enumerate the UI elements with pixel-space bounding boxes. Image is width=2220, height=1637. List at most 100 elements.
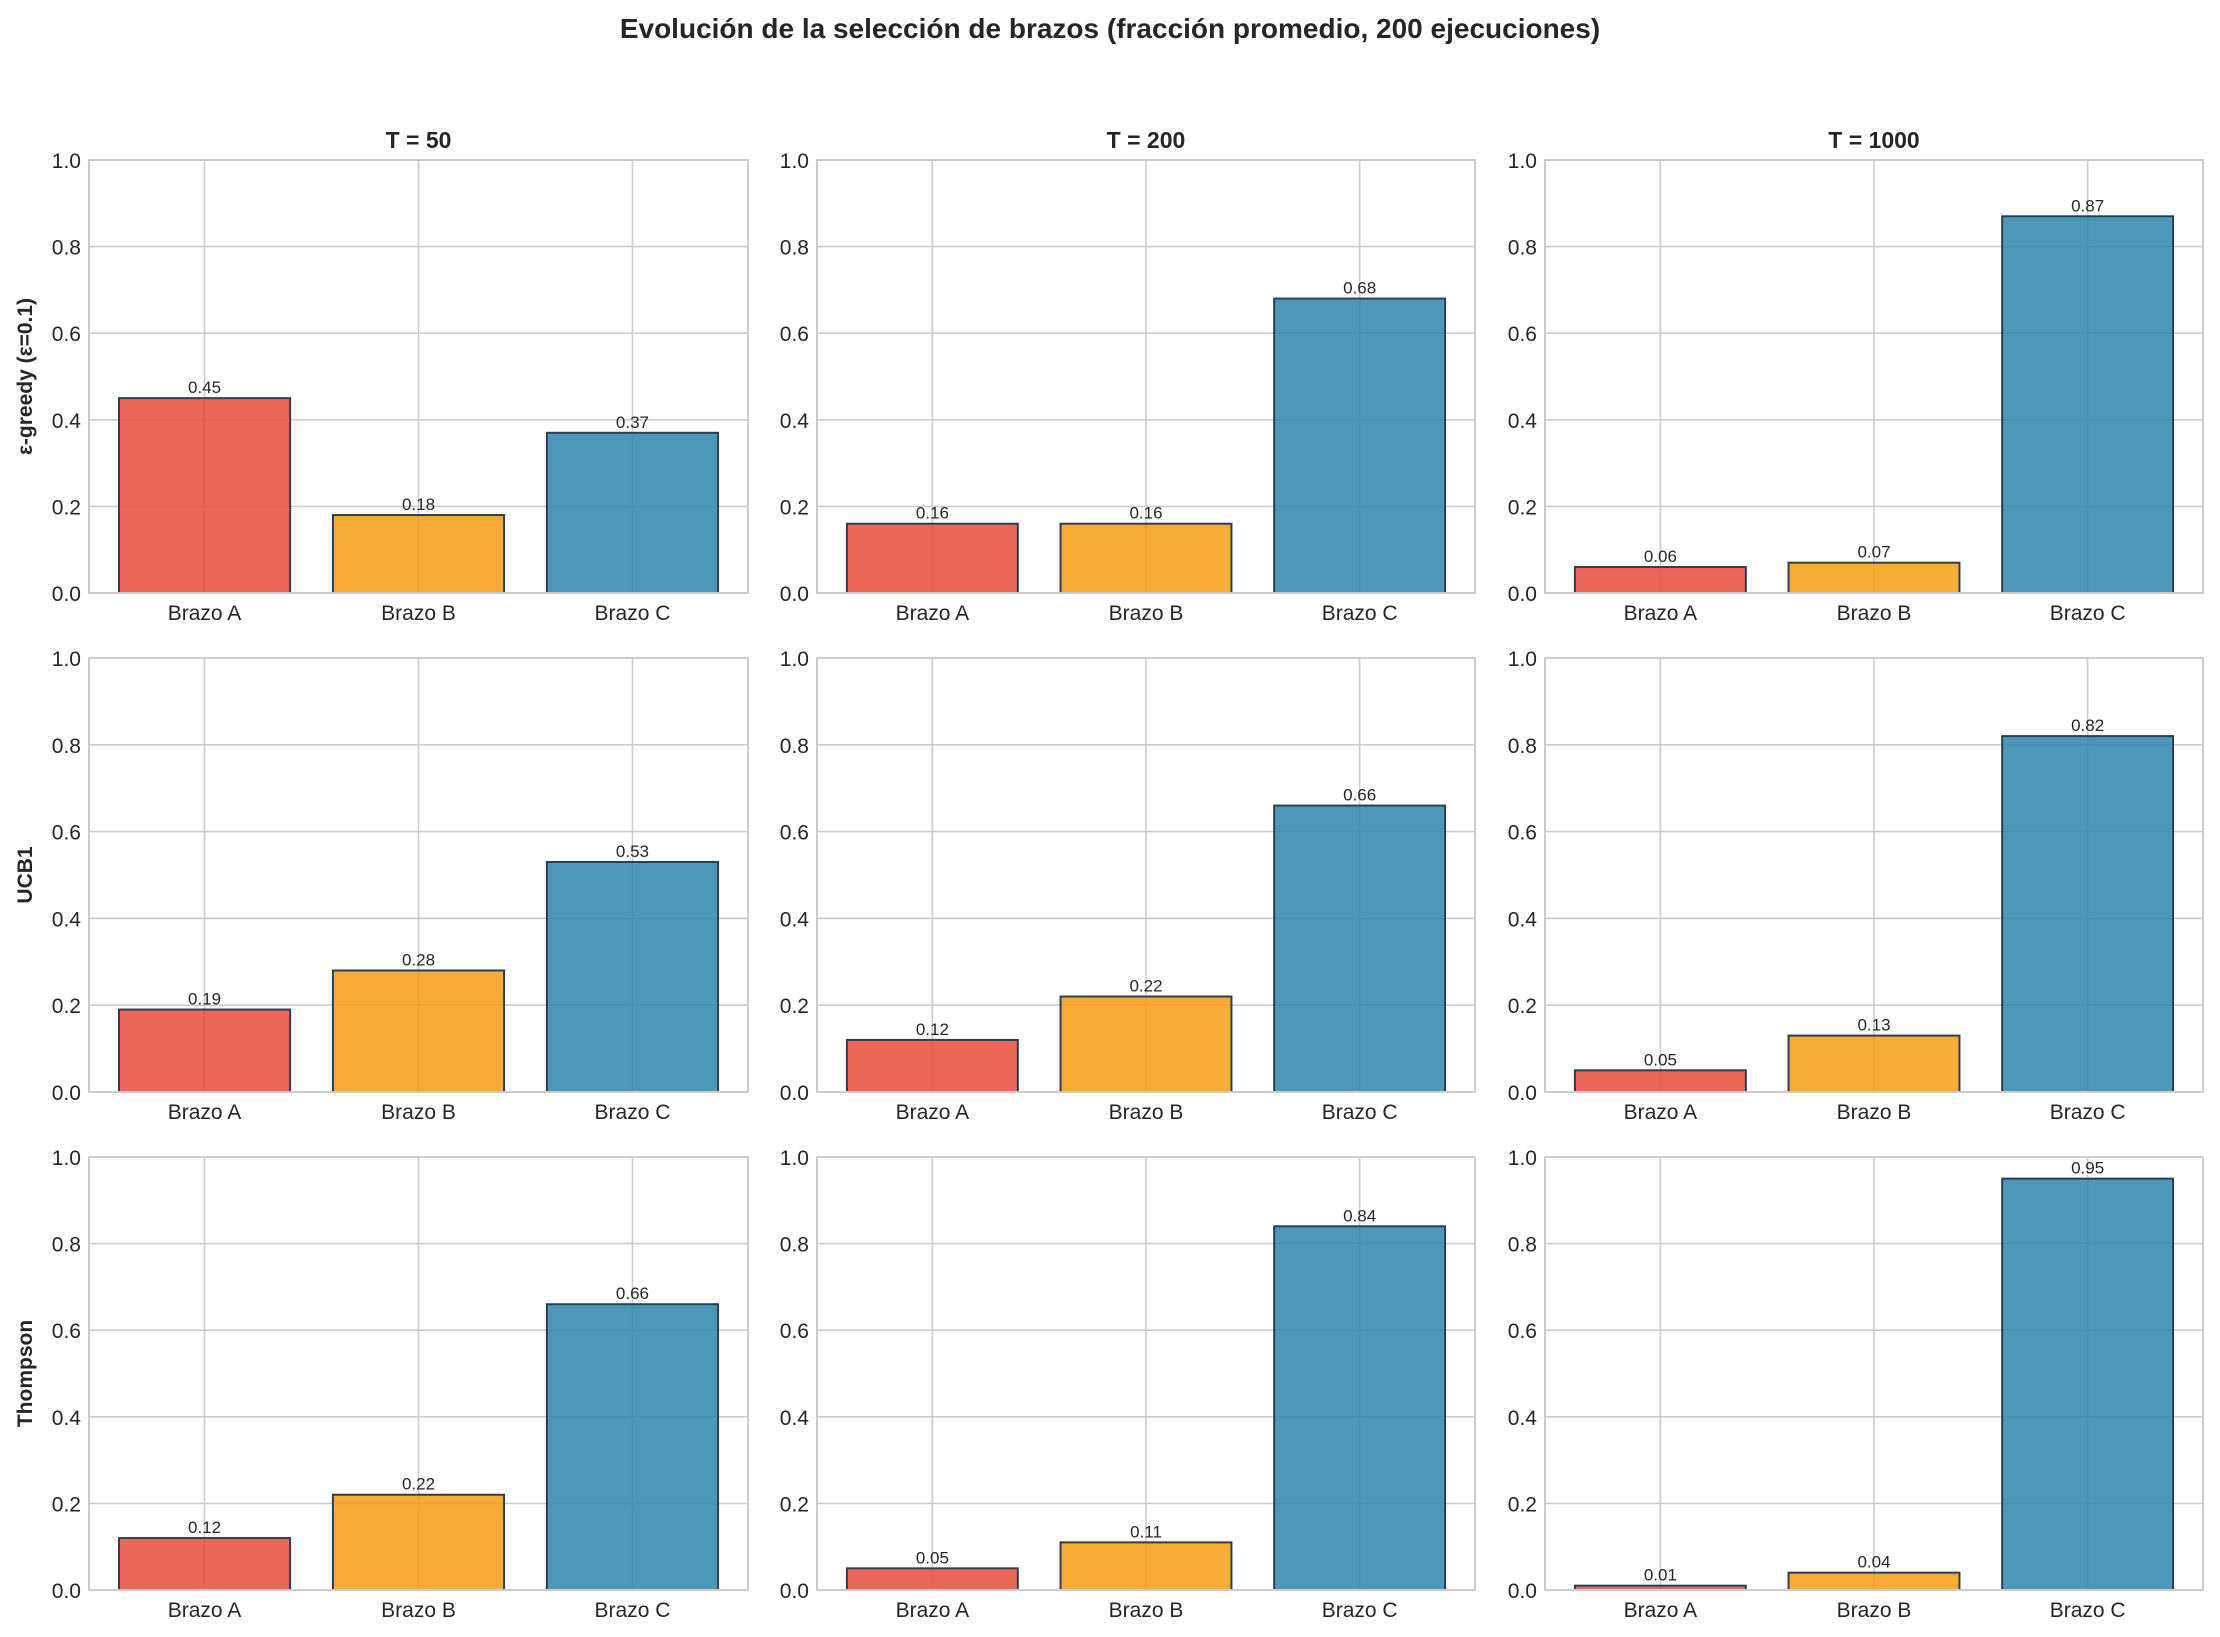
x-tick-label: Brazo B: [381, 1599, 456, 1622]
y-tick-label: 1.0: [52, 648, 81, 671]
x-tick-label: Brazo C: [595, 602, 671, 625]
x-tick-label: Brazo A: [168, 1101, 242, 1124]
row-label: ε-greedy (ε=0.1): [14, 298, 37, 455]
bar-brazo-c: [545, 431, 720, 595]
bar-brazo-a: [117, 1537, 292, 1592]
y-tick-label: 0.4: [780, 1407, 810, 1430]
y-tick-label: 0.8: [780, 735, 809, 758]
bar-brazo-b: [1787, 1571, 1961, 1592]
y-tick-label: 0.4: [780, 908, 810, 931]
axes-frame: [88, 159, 749, 594]
bar-brazo-c: [2001, 215, 2175, 594]
x-tick-label: Brazo B: [1109, 602, 1184, 625]
x-tick-label: Brazo B: [1837, 1599, 1912, 1622]
bar-brazo-c: [1273, 297, 1447, 594]
bar-value-label: 0.07: [1857, 543, 1890, 562]
bar-value-label: 0.12: [188, 1518, 221, 1537]
bar-brazo-c: [2001, 1177, 2175, 1592]
x-tick-label: Brazo A: [1624, 1599, 1698, 1622]
bar-brazo-c: [545, 860, 720, 1093]
x-tick-label: Brazo C: [2050, 1599, 2126, 1622]
y-tick-label: 0.6: [52, 323, 81, 346]
column-title: T = 50: [386, 127, 452, 153]
y-tick-label: 0.8: [1508, 735, 1537, 758]
y-tick-label: 0.6: [780, 822, 809, 845]
y-tick-label: 1.0: [1508, 1147, 1537, 1170]
x-tick-label: Brazo B: [381, 1101, 456, 1124]
y-tick-label: 0.2: [1508, 1493, 1537, 1516]
y-tick-label: 0.6: [52, 1320, 81, 1343]
x-tick-label: Brazo A: [1624, 1101, 1698, 1124]
x-tick-label: Brazo C: [595, 1599, 671, 1622]
axes-frame: [1544, 159, 2204, 594]
bar-value-label: 0.13: [1857, 1016, 1890, 1035]
bar-brazo-c: [545, 1303, 720, 1591]
y-tick-label: 0.6: [780, 1320, 809, 1343]
bar-brazo-a: [1573, 566, 1747, 595]
x-tick-label: Brazo B: [1109, 1101, 1184, 1124]
x-tick-label: Brazo C: [1322, 602, 1398, 625]
y-tick-label: 0.2: [1508, 496, 1537, 519]
y-tick-label: 0.8: [780, 237, 809, 260]
y-tick-label: 0.6: [1508, 822, 1537, 845]
axes-frame: [88, 657, 749, 1093]
bar-value-label: 0.16: [1129, 504, 1162, 523]
x-tick-label: Brazo B: [1837, 1101, 1912, 1124]
bar-value-label: 0.66: [616, 1284, 649, 1303]
x-tick-label: Brazo C: [2050, 602, 2126, 625]
y-tick-label: 0.8: [780, 1234, 809, 1257]
y-tick-label: 1.0: [52, 1147, 81, 1170]
y-tick-label: 0.0: [780, 1082, 809, 1105]
y-tick-label: 0.2: [1508, 995, 1537, 1018]
y-tick-label: 1.0: [52, 150, 81, 173]
row-label: UCB1: [14, 846, 37, 903]
bar-brazo-c: [1273, 804, 1447, 1093]
x-tick-label: Brazo A: [168, 1599, 242, 1622]
bar-brazo-a: [845, 522, 1019, 594]
y-tick-label: 0.2: [52, 496, 81, 519]
y-tick-label: 0.0: [52, 1580, 81, 1603]
y-tick-label: 0.0: [52, 1082, 81, 1105]
bar-brazo-a: [117, 1008, 292, 1093]
y-tick-label: 0.8: [1508, 1234, 1537, 1257]
y-tick-label: 0.2: [52, 995, 81, 1018]
bar-brazo-b: [331, 1493, 506, 1591]
y-tick-label: 0.0: [52, 583, 81, 606]
axes-frame: [88, 1156, 749, 1591]
bar-value-label: 0.22: [402, 1475, 435, 1494]
bar-brazo-b: [331, 969, 506, 1093]
bar-brazo-a: [1573, 1069, 1747, 1094]
bar-value-label: 0.16: [916, 504, 949, 523]
y-tick-label: 0.4: [1508, 410, 1538, 433]
axes-frame: [1544, 1156, 2204, 1591]
x-tick-label: Brazo C: [1322, 1101, 1398, 1124]
bar-value-label: 0.18: [402, 495, 435, 514]
y-tick-label: 1.0: [1508, 648, 1537, 671]
bar-value-label: 0.87: [2071, 196, 2104, 215]
x-tick-label: Brazo A: [896, 1599, 970, 1622]
x-tick-label: Brazo B: [381, 602, 456, 625]
bar-brazo-c: [1273, 1225, 1447, 1592]
column-title: T = 1000: [1828, 127, 1919, 153]
bar-brazo-b: [1787, 561, 1961, 595]
y-tick-label: 0.0: [1508, 1580, 1537, 1603]
y-tick-label: 0.2: [780, 1493, 809, 1516]
x-tick-label: Brazo A: [1624, 602, 1698, 625]
bar-value-label: 0.19: [188, 990, 221, 1009]
bar-value-label: 0.66: [1343, 786, 1376, 805]
y-tick-label: 0.6: [1508, 1320, 1537, 1343]
y-tick-label: 0.8: [52, 1234, 81, 1257]
bar-value-label: 0.11: [1130, 1522, 1162, 1541]
row-label: Thompson: [14, 1320, 37, 1427]
y-tick-label: 0.6: [1508, 323, 1537, 346]
x-tick-label: Brazo A: [896, 602, 970, 625]
y-tick-label: 0.0: [1508, 583, 1537, 606]
bar-value-label: 0.06: [1644, 547, 1677, 566]
bar-brazo-b: [1059, 522, 1233, 594]
axes-frame: [816, 159, 1476, 594]
axes-frame: [816, 657, 1476, 1093]
y-tick-label: 0.4: [52, 410, 82, 433]
bar-value-label: 0.01: [1644, 1566, 1677, 1585]
axes-frame: [816, 1156, 1476, 1591]
